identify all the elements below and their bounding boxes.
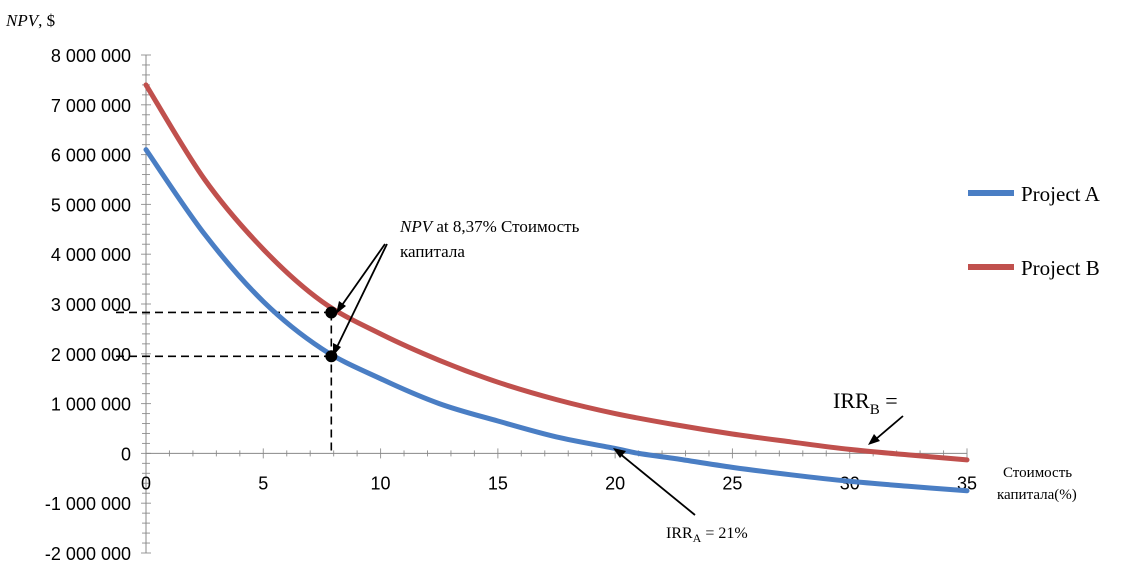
y-axis-label: NPV, $ — [5, 11, 55, 30]
y-tick-label: 4 000 000 — [51, 245, 131, 265]
legend: Project A Project B — [968, 182, 1101, 280]
x-tick-label: 10 — [371, 473, 391, 493]
npv-arrowhead-upper — [336, 301, 346, 314]
npv-annotation-line1: NPV at 8,37% Стоимость — [399, 217, 580, 236]
y-tick-label: 8 000 000 — [51, 46, 131, 66]
dashed-guides — [116, 311, 333, 455]
irr-a-annotation: IRRA = 21% — [613, 448, 748, 545]
x-tick-label: 0 — [141, 473, 151, 493]
legend-label-project-a: Project A — [1021, 182, 1101, 206]
y-tick-label: 7 000 000 — [51, 96, 131, 116]
legend-label-project-b: Project B — [1021, 256, 1100, 280]
irr-b-label: IRRB = — [833, 388, 898, 418]
y-tick-label: 5 000 000 — [51, 195, 131, 215]
irr-b-arrow — [875, 415, 904, 440]
npv-arrow-lower — [335, 243, 388, 350]
x-tick-label: 25 — [722, 473, 742, 493]
npv-annotation: NPV at 8,37% Стоимость капитала — [333, 217, 580, 356]
series-lines — [143, 82, 970, 494]
y-tick-label: 1 000 000 — [51, 395, 131, 415]
series-line-project-a — [143, 147, 970, 494]
npv-annotation-line2: капитала — [400, 242, 465, 261]
irr-b-arrowhead — [868, 434, 880, 445]
x-tick-label: 5 — [258, 473, 268, 493]
y-tick-label: 2 000 000 — [51, 345, 131, 365]
highlight-points — [325, 306, 338, 363]
y-tick-label: -2 000 000 — [45, 544, 131, 562]
x-axis-label-line2: капитала(%) — [997, 487, 1077, 503]
irr-b-annotation: IRRB = — [833, 388, 904, 445]
irr-a-arrow — [618, 452, 696, 516]
y-tick-label: 6 000 000 — [51, 146, 131, 166]
irr-a-arrowhead — [613, 448, 626, 458]
irr-a-label: IRRA = 21% — [666, 525, 748, 545]
y-axis-tick-labels: 8 000 000 7 000 000 6 000 000 5 000 000 4 00… — [45, 46, 131, 562]
x-axis-label-line1: Стоимость — [1003, 465, 1072, 481]
npv-arrow-upper — [339, 243, 386, 309]
series-line-project-b — [143, 82, 970, 463]
x-tick-label: 15 — [488, 473, 508, 493]
npv-arrowhead-lower — [333, 343, 341, 356]
y-tick-label: 0 — [121, 444, 131, 464]
y-tick-label: 3 000 000 — [51, 295, 131, 315]
y-tick-label: -1 000 000 — [45, 494, 131, 514]
x-tick-label: 20 — [605, 473, 625, 493]
highlight-point — [325, 306, 338, 319]
